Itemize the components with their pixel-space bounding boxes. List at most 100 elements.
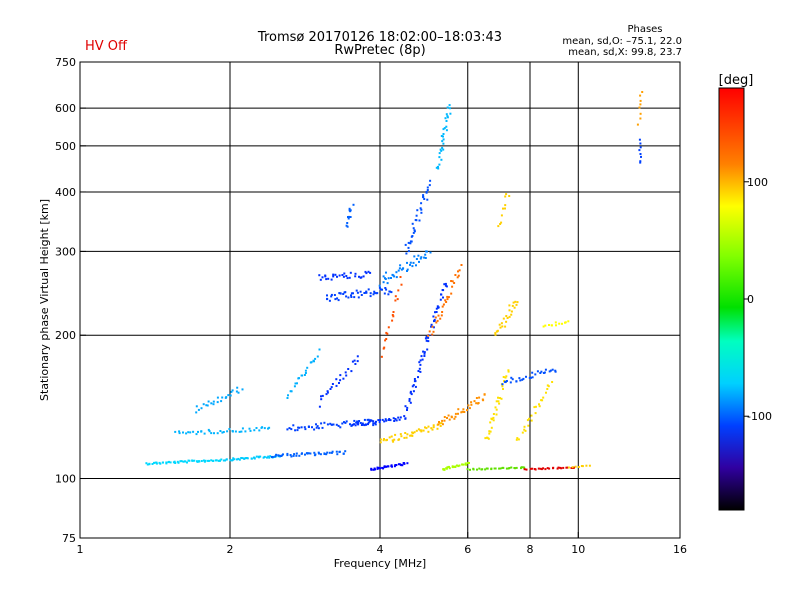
data-point: [404, 405, 407, 408]
data-point: [387, 465, 390, 468]
data-point: [392, 417, 395, 420]
data-point: [409, 261, 412, 264]
data-point: [554, 369, 557, 372]
data-point: [216, 432, 219, 435]
data-point: [393, 465, 396, 468]
data-point: [432, 330, 435, 333]
data-point: [523, 468, 526, 471]
data-point: [539, 467, 542, 470]
data-point: [180, 460, 183, 463]
phases-x-stats: mean, sd,X: 99.8, 23.7: [568, 47, 682, 58]
data-point: [529, 467, 532, 470]
data-point: [381, 418, 384, 421]
data-point: [374, 468, 377, 471]
data-point: [420, 208, 423, 211]
data-point: [348, 209, 351, 212]
data-point: [438, 422, 441, 425]
data-point: [442, 133, 445, 135]
data-point: [425, 339, 428, 342]
data-point: [639, 99, 642, 102]
data-point: [320, 398, 323, 401]
data-point: [481, 468, 484, 471]
data-point: [508, 195, 511, 197]
data-point: [514, 300, 517, 303]
data-point: [317, 427, 320, 430]
data-point: [441, 140, 444, 143]
data-point: [551, 381, 554, 383]
data-point: [409, 242, 412, 245]
data-point: [345, 374, 348, 377]
data-point: [505, 375, 508, 378]
data-point: [378, 467, 381, 470]
data-point: [349, 271, 352, 274]
data-point: [393, 438, 396, 441]
data-point: [444, 117, 447, 120]
data-point: [336, 453, 339, 456]
data-point: [430, 325, 433, 328]
data-point: [442, 142, 445, 145]
data-point: [253, 429, 256, 432]
data-point: [415, 264, 417, 267]
data-point: [243, 457, 246, 460]
data-point: [519, 379, 522, 382]
data-point: [341, 274, 344, 276]
data-point: [505, 467, 508, 470]
data-point: [526, 419, 529, 422]
data-point: [339, 374, 342, 377]
data-point: [562, 466, 565, 469]
data-point: [412, 432, 415, 435]
data-point: [327, 277, 330, 280]
data-point: [294, 429, 297, 432]
data-point: [357, 423, 360, 426]
data-point: [447, 296, 450, 299]
data-point: [339, 292, 342, 295]
data-point: [422, 194, 425, 197]
data-point: [286, 452, 289, 455]
chart-title-line2: RwPretec (8p): [334, 43, 425, 58]
data-point: [386, 282, 389, 285]
data-point: [349, 423, 351, 426]
data-point: [437, 423, 440, 426]
data-point: [329, 388, 332, 390]
data-point: [330, 423, 333, 426]
data-point: [492, 416, 495, 419]
data-point: [466, 461, 469, 464]
data-point: [145, 462, 148, 465]
data-point: [588, 464, 591, 467]
data-point: [392, 315, 395, 318]
data-point: [237, 457, 240, 460]
data-point: [407, 241, 410, 244]
data-point: [501, 385, 504, 388]
data-point: [352, 203, 355, 206]
data-point: [523, 466, 526, 469]
data-point: [394, 295, 397, 298]
data-point: [443, 416, 446, 418]
hv-status-label: HV Off: [85, 39, 128, 54]
colorbar-label: [deg]: [719, 73, 754, 88]
y-tick-label: 200: [55, 329, 76, 342]
data-point: [505, 315, 508, 317]
data-point: [558, 322, 561, 325]
data-point: [307, 425, 310, 428]
data-point: [258, 429, 261, 432]
data-point: [453, 465, 456, 468]
data-point: [208, 459, 211, 462]
data-point: [355, 289, 358, 292]
data-point: [417, 428, 420, 431]
data-point: [354, 363, 357, 365]
data-point: [446, 417, 448, 419]
data-point: [417, 254, 420, 257]
x-axis-ticks: 1 2 4 6 8 10 16: [77, 532, 687, 556]
data-point: [418, 219, 421, 222]
data-point: [412, 390, 415, 393]
data-point: [289, 454, 292, 456]
data-point: [570, 467, 573, 469]
data-point: [385, 419, 388, 422]
data-point: [436, 427, 439, 430]
data-point: [182, 431, 184, 434]
data-point: [373, 290, 376, 293]
data-point: [466, 409, 468, 412]
data-point: [536, 370, 539, 373]
data-point: [314, 357, 317, 360]
data-point: [461, 410, 464, 413]
